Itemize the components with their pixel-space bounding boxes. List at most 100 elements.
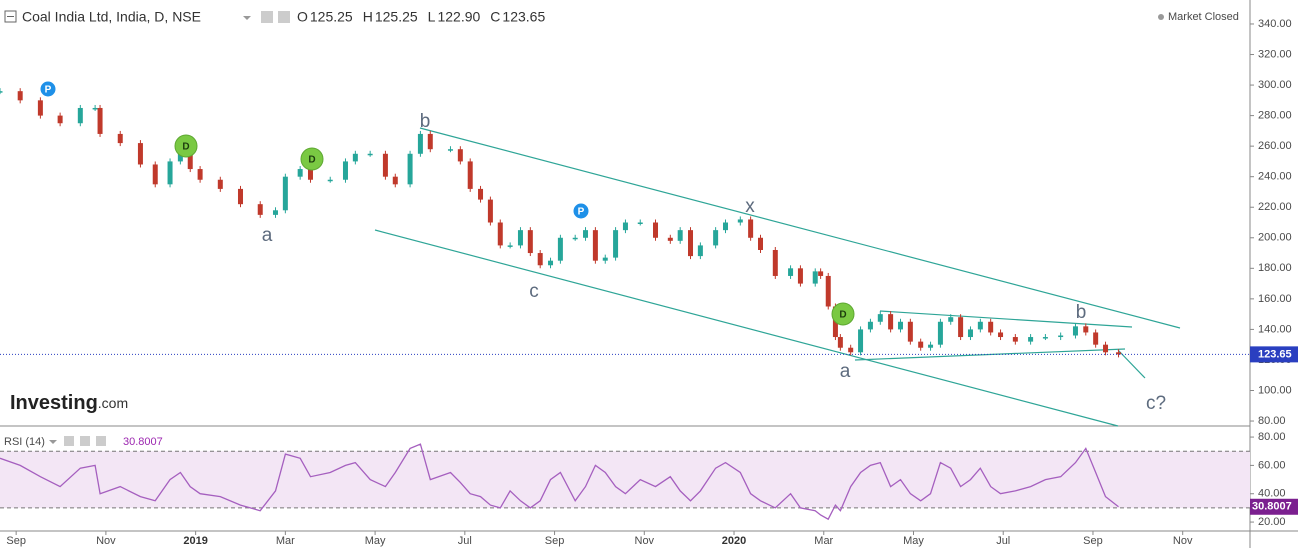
rsi-line xyxy=(0,443,1119,521)
wave-label: c xyxy=(529,281,539,302)
settings-icon[interactable] xyxy=(278,11,290,23)
candle xyxy=(697,245,703,257)
candle xyxy=(907,321,913,342)
candle xyxy=(1083,326,1089,333)
candle xyxy=(572,237,578,240)
y-tick-label: 280.00 xyxy=(1258,110,1292,122)
candle xyxy=(637,222,643,225)
ohlc-value: 125.25 xyxy=(310,9,353,25)
x-tick-label: Mar xyxy=(276,535,295,547)
candle xyxy=(977,321,983,330)
settings-icon[interactable] xyxy=(64,436,74,446)
candle xyxy=(197,169,203,180)
y2-tick-label: 80.00 xyxy=(1258,431,1286,443)
y2-tick-label: 40.00 xyxy=(1258,488,1286,500)
candle xyxy=(737,219,743,223)
dropdown[interactable] xyxy=(243,16,251,20)
ohlc-value: 122.90 xyxy=(437,9,480,25)
wave-label: a xyxy=(262,225,273,246)
last-price-box xyxy=(1250,346,1298,363)
candle xyxy=(97,107,103,134)
event-marker xyxy=(300,147,324,171)
candle xyxy=(837,337,843,348)
x-tick-label: May xyxy=(903,535,924,547)
event-marker xyxy=(174,134,198,158)
candle xyxy=(818,271,824,276)
candle xyxy=(858,329,864,353)
candle xyxy=(867,321,873,330)
logo: Investing.com xyxy=(10,392,128,414)
candle xyxy=(487,199,493,223)
candle xyxy=(825,275,831,307)
y-tick-label: 220.00 xyxy=(1258,201,1292,213)
x-tick-label: Jul xyxy=(996,535,1010,547)
x-tick-label: 2020 xyxy=(722,535,746,547)
x-tick-label: Nov xyxy=(635,535,655,547)
candle xyxy=(37,100,43,116)
candle xyxy=(1012,337,1018,342)
candle xyxy=(748,219,754,238)
settings-icon[interactable] xyxy=(96,436,106,446)
x-tick-label: May xyxy=(365,535,386,547)
candle xyxy=(1093,332,1099,345)
candle xyxy=(92,107,98,110)
candle xyxy=(467,161,473,189)
ohlc-name: O xyxy=(297,9,308,25)
candle xyxy=(327,179,333,182)
y-tick-label: 300.00 xyxy=(1258,79,1292,91)
wave-label: b xyxy=(420,111,431,132)
candle xyxy=(507,245,513,247)
candle xyxy=(307,169,313,180)
x-tick-label: Nov xyxy=(1173,535,1193,547)
candle xyxy=(723,222,729,231)
candle xyxy=(958,317,964,338)
candle xyxy=(772,249,778,276)
x-tick-label: Jul xyxy=(458,535,472,547)
event-marker-label: D xyxy=(839,310,846,321)
rsi-label: RSI (14) xyxy=(4,436,45,448)
event-marker xyxy=(39,80,57,98)
ohlc-name: C xyxy=(490,9,500,25)
candle xyxy=(653,222,659,238)
candle xyxy=(427,133,433,150)
candle xyxy=(967,329,973,338)
dropdown[interactable] xyxy=(49,440,57,444)
candle xyxy=(602,257,608,261)
rsi-last-box xyxy=(1250,498,1298,515)
candle xyxy=(797,268,803,284)
candle xyxy=(152,164,158,185)
candle xyxy=(167,161,173,185)
settings-icon[interactable] xyxy=(261,11,273,23)
market-status: Market Closed xyxy=(1168,11,1239,23)
candle xyxy=(1058,335,1064,338)
candle xyxy=(622,222,628,231)
wave-label: x xyxy=(745,196,755,217)
collapse-icon[interactable] xyxy=(4,10,17,23)
ohlc-value: 125.25 xyxy=(375,9,418,25)
candle xyxy=(948,317,954,322)
candle xyxy=(417,133,423,154)
candle xyxy=(367,153,373,156)
candle xyxy=(352,153,358,162)
y-tick-label: 100.00 xyxy=(1258,384,1292,396)
candle xyxy=(282,176,288,211)
candle xyxy=(217,179,223,189)
candle xyxy=(457,149,463,162)
candle xyxy=(407,153,413,185)
candle xyxy=(478,188,484,200)
candle xyxy=(688,230,694,257)
candle xyxy=(677,230,683,241)
trendline xyxy=(419,127,1181,329)
candle xyxy=(937,321,943,345)
wave-label: c? xyxy=(1146,393,1166,414)
rsi-value: 30.8007 xyxy=(123,436,163,448)
candle xyxy=(117,133,123,144)
candle xyxy=(1042,337,1048,339)
x-tick-label: Mar xyxy=(814,535,833,547)
candle xyxy=(613,230,619,258)
last-price-label: 123.65 xyxy=(1258,348,1292,360)
settings-icon[interactable] xyxy=(80,436,90,446)
candle xyxy=(237,188,243,205)
wave-label: b xyxy=(1076,302,1087,323)
